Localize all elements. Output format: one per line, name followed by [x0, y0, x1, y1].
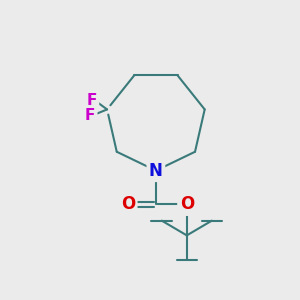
Text: F: F [85, 108, 95, 123]
Text: O: O [121, 196, 135, 214]
Text: O: O [180, 196, 194, 214]
Text: F: F [87, 93, 97, 108]
Text: N: N [149, 162, 163, 180]
